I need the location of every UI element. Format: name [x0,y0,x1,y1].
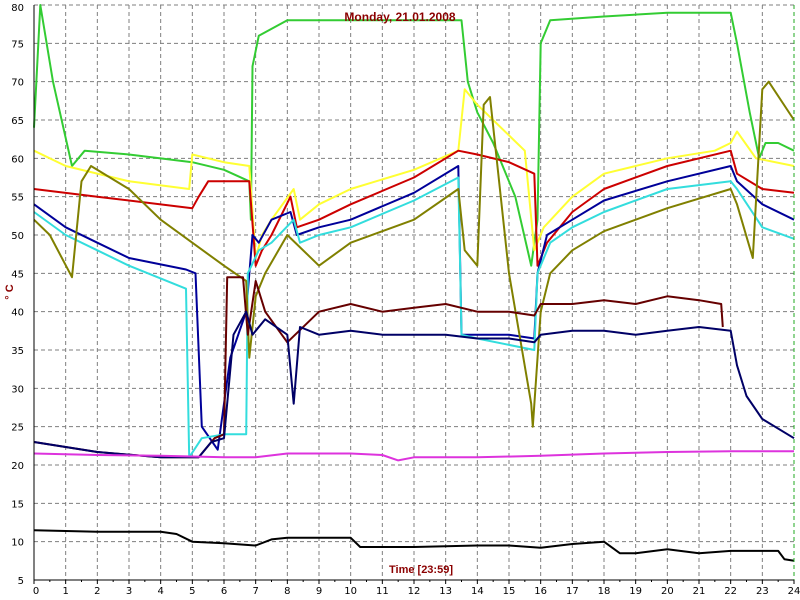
series-line-9 [33,450,794,462]
series-line-6 [33,80,795,428]
y-tick-label: 60 [11,154,24,165]
x-tick-label: 10 [344,586,357,597]
series-line-3 [33,149,795,267]
grid [34,4,795,580]
y-tick-label: 40 [11,308,24,319]
y-tick-label: 50 [11,231,24,242]
y-tick-label: 5 [18,576,24,587]
x-tick-label: 2 [94,586,100,597]
y-tick-label: 35 [11,346,24,357]
x-tick-label: 9 [316,586,322,597]
series-line-2 [33,88,795,259]
chart-title: Monday, 21.01.2008 [344,10,455,24]
x-tick-label: 16 [534,586,547,597]
tick-labels: 0 1 2 3 4 5 6 7 8 9 10 11 12 13 14 15 16 17 18 19 20 21 22 23 24… [11,3,800,597]
series-group [33,4,795,562]
x-tick-label: 5 [189,586,195,597]
x-tick-label: 1 [62,586,68,597]
x-tick-label: 15 [503,586,516,597]
x-tick-label: 8 [284,586,290,597]
y-axis-label: ° C [4,284,16,299]
x-tick-label: 6 [221,586,227,597]
y-tick-label: 30 [11,384,24,395]
y-tick-label: 15 [11,499,24,510]
y-tick-label: 25 [11,423,24,434]
series-line-7 [33,276,724,459]
x-axis-label: Time [23:59] [389,564,453,576]
series-line-5 [33,176,795,459]
y-tick-label: 75 [11,39,24,50]
series-line-1 [33,4,795,267]
series-line-8 [33,310,795,459]
series-line-4 [33,165,795,451]
y-tick-label: 45 [11,269,24,280]
x-tick-label: 7 [252,586,258,597]
x-tick-label: 24 [788,586,800,597]
x-tick-label: 21 [693,586,706,597]
x-tick-label: 23 [756,586,769,597]
x-tick-label: 19 [629,586,642,597]
x-tick-label: 0 [33,586,39,597]
x-tick-label: 18 [598,586,611,597]
y-tick-label: 10 [11,538,24,549]
y-tick-label: 80 [11,3,24,14]
x-tick-label: 17 [566,586,579,597]
x-tick-label: 4 [157,586,163,597]
y-tick-label: 65 [11,116,24,127]
x-tick-label: 13 [439,586,452,597]
y-tick-label: 20 [11,461,24,472]
x-tick-label: 11 [376,586,389,597]
x-tick-label: 12 [408,586,421,597]
series-line-10 [33,529,795,562]
y-tick-label: 55 [11,193,24,204]
x-tick-label: 14 [471,586,484,597]
x-tick-label: 3 [126,586,132,597]
x-tick-label: 20 [661,586,674,597]
axes [33,5,795,584]
x-tick-label: 22 [724,586,737,597]
y-tick-label: 70 [11,78,24,89]
